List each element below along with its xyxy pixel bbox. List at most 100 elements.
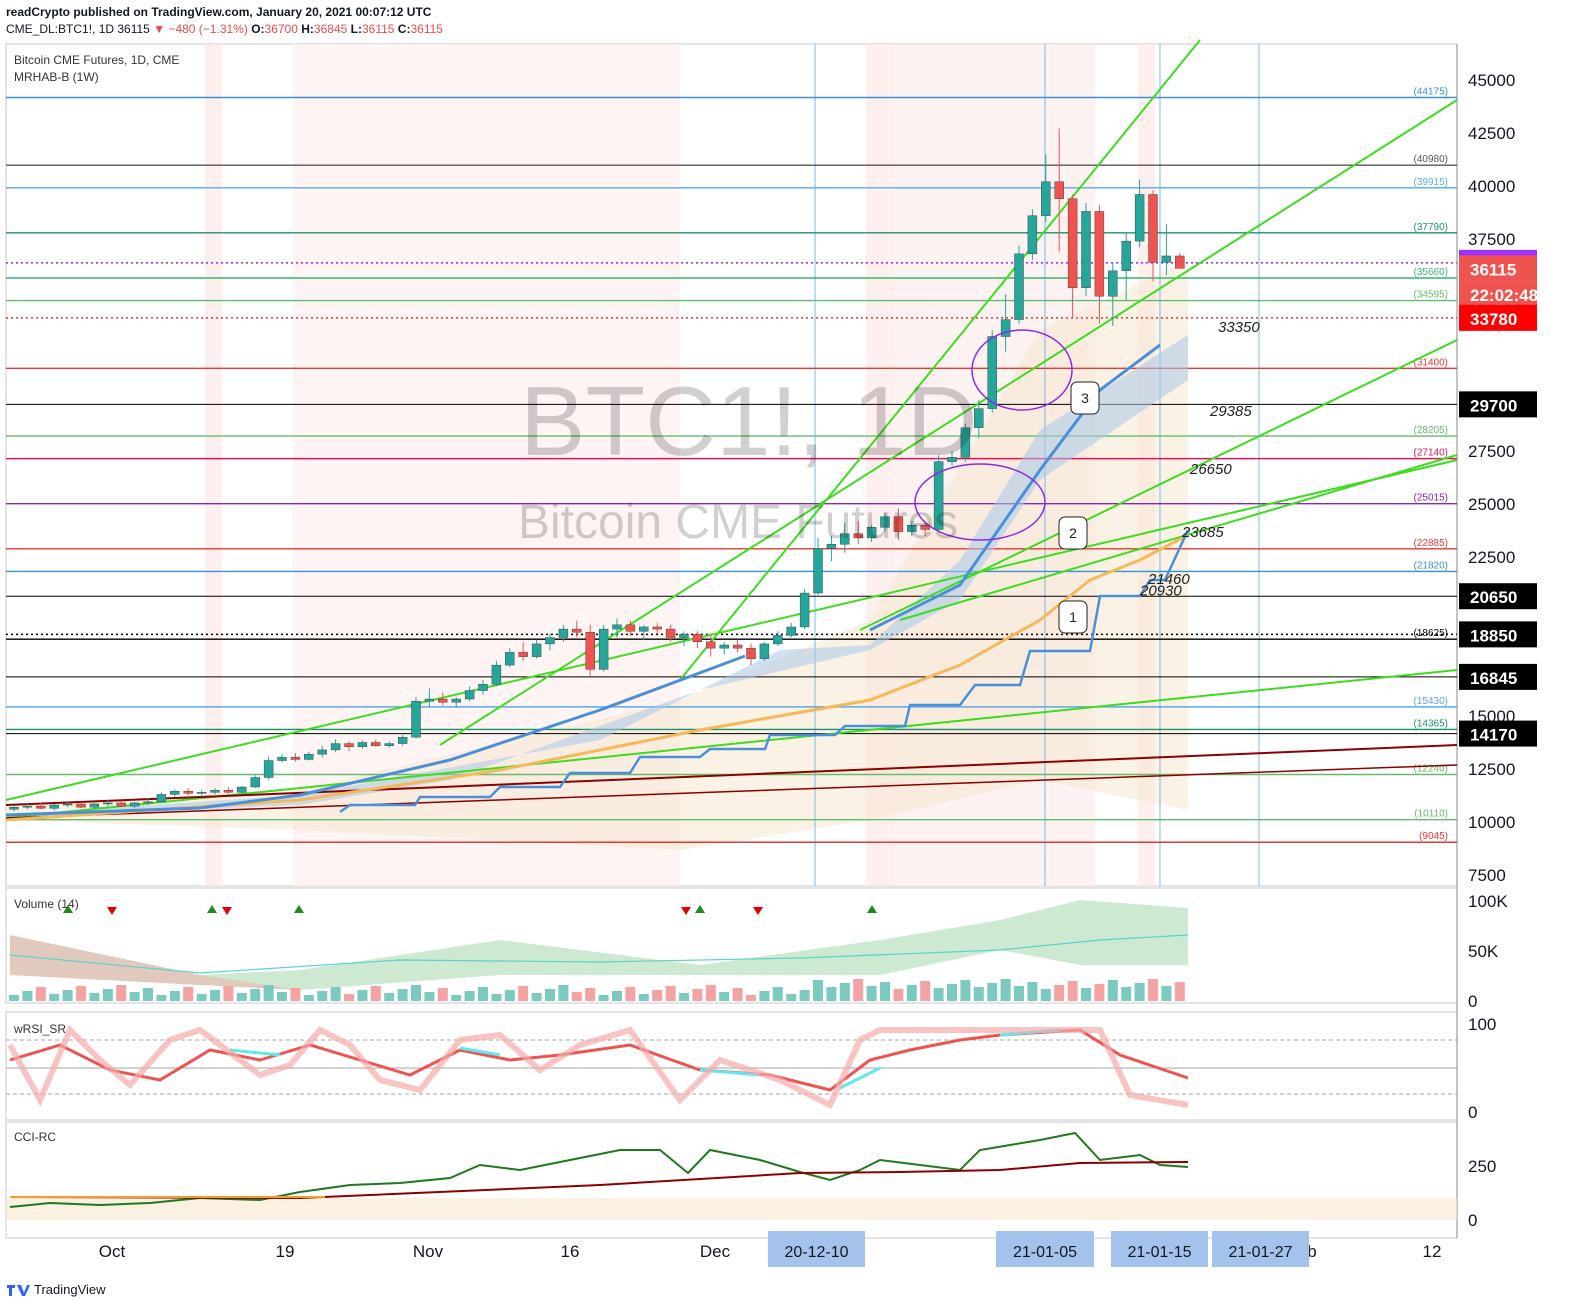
volume-bar: [813, 980, 823, 1001]
volume-bar: [1067, 981, 1078, 1001]
wrsi-axis-tick: 100: [1468, 1015, 1496, 1034]
candle-body: [1014, 253, 1024, 320]
candle-body: [1027, 215, 1038, 255]
candle-body: [598, 628, 609, 670]
level-label: (35660): [1414, 267, 1448, 278]
y-axis-tick: 25000: [1468, 495, 1515, 514]
volume-bar: [947, 984, 957, 1001]
volume-bar: [531, 993, 542, 1001]
price-badge: [1459, 663, 1537, 690]
price-badge-label: 33780: [1470, 310, 1517, 329]
volume-bar: [625, 987, 636, 1001]
candle-body: [1108, 270, 1118, 297]
volume-bar: [451, 995, 462, 1001]
zone-shade: [205, 44, 222, 886]
volume-band: [10, 900, 1188, 990]
volume-bar: [303, 995, 314, 1001]
tradingview-logo[interactable]: TradingView: [6, 1282, 106, 1297]
volume-bar: [893, 989, 904, 1001]
date-marker-label: 21-01-05: [1013, 1244, 1077, 1261]
last-price: 36115: [117, 22, 150, 36]
volume-bar: [558, 985, 569, 1001]
y-axis-tick: 10000: [1468, 813, 1515, 832]
candle-body: [880, 516, 890, 528]
candle-body: [210, 790, 220, 793]
candle-body: [773, 635, 783, 645]
volume-bar: [679, 993, 689, 1001]
volume-bar: [598, 995, 609, 1001]
volume-band-red: [10, 935, 300, 990]
date-marker-box: [768, 1231, 865, 1267]
y-axis-tick: 22500: [1468, 548, 1515, 567]
change-arrow-icon: ▼: [153, 22, 166, 36]
volume-signal-down-icon: [681, 907, 691, 915]
volume-bar: [1161, 986, 1172, 1001]
date-marker-box: [1212, 1231, 1309, 1267]
volume-signal-up-icon: [63, 905, 73, 913]
candle-body: [344, 743, 354, 747]
trend-line: [5, 459, 1458, 801]
cci-pane-title[interactable]: CCI-RC: [14, 1130, 56, 1144]
annotation-label: 26650: [1189, 461, 1232, 478]
volume-pane-title[interactable]: Volume (14): [14, 897, 79, 911]
y-axis-tick: 27500: [1468, 442, 1515, 461]
volume-bar: [344, 994, 354, 1001]
trend-line: [899, 454, 1458, 621]
volume-bar: [746, 995, 756, 1001]
wrsi-pane-title[interactable]: wRSI_SR: [14, 1022, 67, 1036]
candle-body: [1161, 255, 1172, 263]
candle-body: [478, 684, 488, 691]
step-line: [339, 529, 1190, 814]
volume-bar: [411, 985, 421, 1001]
candle-body: [799, 592, 810, 628]
volume-bar: [491, 994, 502, 1001]
candle-body: [612, 624, 622, 630]
volume-bar: [1134, 983, 1145, 1001]
volume-bar: [786, 994, 797, 1001]
volume-bar: [973, 987, 984, 1001]
indicator-title[interactable]: MRHAB-B (1W): [14, 70, 99, 84]
volume-bar: [638, 994, 649, 1001]
candle-body: [357, 742, 368, 747]
price-badge-label: 18850: [1470, 626, 1517, 645]
low-label: L:: [350, 22, 362, 36]
candle-body: [826, 544, 837, 549]
candle-body: [920, 525, 930, 530]
main-pane-title[interactable]: Bitcoin CME Futures, 1D, CME: [14, 53, 180, 67]
symbol[interactable]: CME_DL:BTC1!, 1D: [6, 22, 115, 36]
volume-bar: [76, 986, 86, 1001]
price-badge: [1459, 281, 1537, 308]
level-label: (25015): [1414, 493, 1448, 504]
change-rest: 80 (−1.31%): [182, 22, 248, 36]
candle-body: [237, 786, 247, 793]
candle-body: [1148, 194, 1158, 263]
candle-body: [250, 777, 260, 788]
volume-bar: [9, 995, 19, 1001]
price-badge: [1459, 583, 1537, 610]
candle-body: [1134, 194, 1145, 242]
candle-body: [625, 624, 636, 632]
volume-bar: [478, 987, 488, 1001]
candle-body: [1094, 211, 1105, 297]
candle-body: [22, 805, 33, 808]
volume-bar: [317, 991, 328, 1001]
volume-bar: [1148, 979, 1158, 1001]
volume-bar: [62, 990, 73, 1001]
level-label: (10110): [1414, 809, 1448, 820]
volume-signal-down-icon: [753, 907, 763, 915]
trend-line: [679, 39, 1201, 681]
y-axis-tick: 12500: [1468, 760, 1515, 779]
level-label: (15430): [1414, 696, 1448, 707]
candle-body: [464, 690, 475, 700]
candle-body: [639, 626, 649, 632]
callout-box: [1070, 381, 1100, 415]
volume-bar: [116, 985, 127, 1001]
price-badge-label: 29700: [1470, 396, 1517, 415]
candle-body: [129, 802, 140, 807]
candle-body: [974, 408, 984, 428]
volume-bar: [35, 987, 46, 1001]
y-axis-tick: 7500: [1468, 866, 1506, 885]
candle-body: [947, 457, 957, 462]
candle-body: [411, 700, 421, 738]
